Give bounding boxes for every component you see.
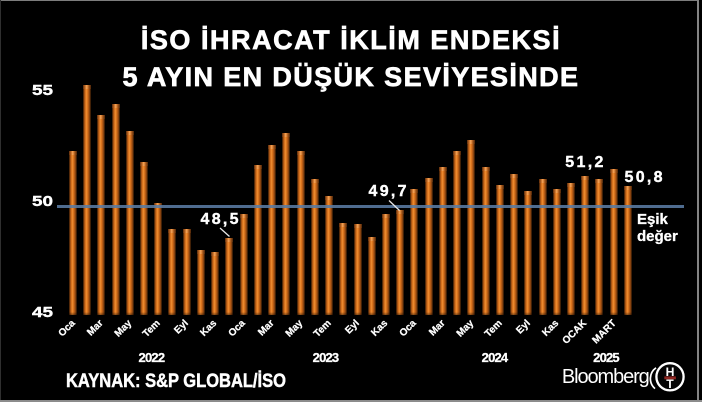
svg-text:T: T bbox=[666, 377, 674, 391]
svg-text:H: H bbox=[666, 365, 675, 379]
